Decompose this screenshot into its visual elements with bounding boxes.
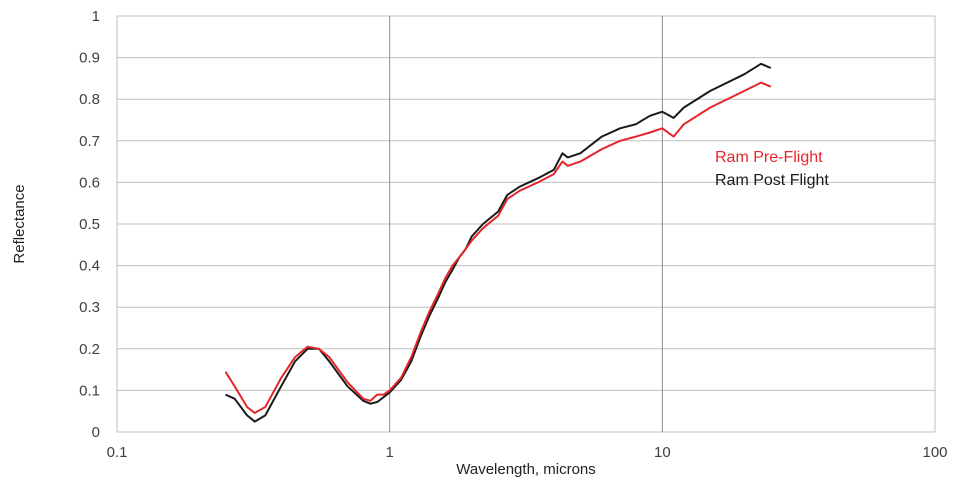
x-tick-label: 1 [385,444,393,461]
y-tick-label: 0.2 [79,341,100,358]
y-tick-label: 1 [92,8,100,25]
x-tick-label: 100 [922,444,947,461]
x-tick-labels: 0.1 1 10 100 [107,444,948,461]
y-tick-label: 0.4 [79,258,100,275]
y-axis-label: Reflectance [11,184,28,263]
x-axis-label: Wavelength, microns [456,461,596,478]
x-tick-label: 10 [654,444,671,461]
y-tick-label: 0.9 [79,50,100,67]
y-tick-label: 0.1 [79,382,100,399]
y-tick-label: 0.7 [79,133,100,150]
x-tick-label: 0.1 [107,444,128,461]
y-tick-labels: 0 0.1 0.2 0.3 0.4 0.5 0.6 0.7 0.8 0.9 1 [79,8,100,441]
y-tick-label: 0 [92,424,100,441]
y-tick-label: 0.6 [79,174,100,191]
legend-item-post-flight: Ram Post Flight [715,172,829,189]
y-tick-label: 0.8 [79,91,100,108]
legend-item-pre-flight: Ram Pre-Flight [715,149,823,166]
y-tick-label: 0.5 [79,216,100,233]
y-tick-label: 0.3 [79,299,100,316]
